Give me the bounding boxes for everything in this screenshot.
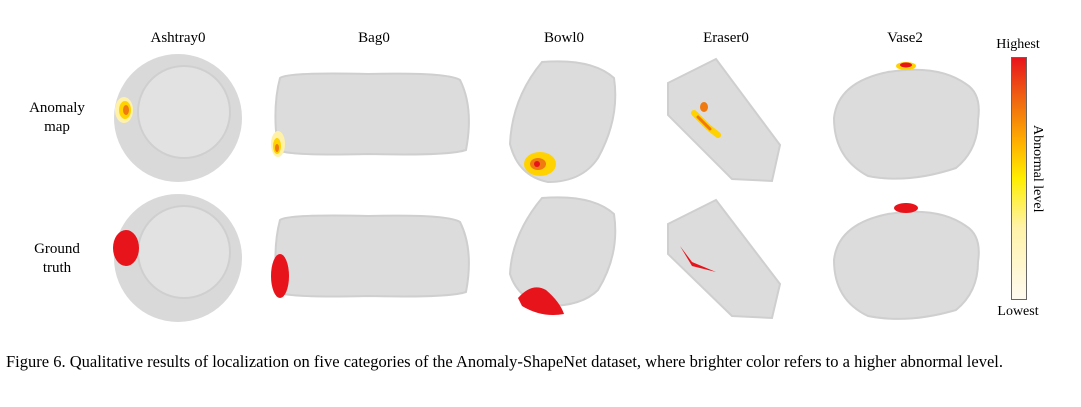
figure: Ashtray0 Bag0 Bowl0 Eraser0 Vase2 Anomal… <box>17 30 1045 322</box>
colorbar-top-label: Highest <box>996 37 1040 52</box>
colorbar-axis-label: Abnormal level <box>1030 125 1045 213</box>
row-label-line: Anomaly <box>29 100 85 116</box>
bag0-anomaly-map <box>271 72 470 157</box>
bag0-ground-truth <box>271 214 470 298</box>
figure-caption: Figure 6. Qualitative results of localiz… <box>6 352 1003 371</box>
bowl0-anomaly-map <box>508 60 617 184</box>
column-title-bowl0: Bowl0 <box>543 30 584 46</box>
row-label-line: Ground <box>34 241 80 257</box>
colorbar <box>1011 57 1027 300</box>
eraser0-ground-truth <box>667 198 782 320</box>
bowl0-ground-truth <box>508 196 617 315</box>
row-label-ground-truth: Ground truth <box>17 240 97 278</box>
vase2-ground-truth <box>832 203 980 320</box>
row-label-anomaly-map: Anomaly map <box>17 99 97 137</box>
colorbar-bottom-label: Lowest <box>997 304 1039 319</box>
eraser0-anomaly-map <box>667 57 782 183</box>
column-title-bag0: Bag0 <box>358 30 390 46</box>
column-title-eraser0: Eraser0 <box>703 30 749 46</box>
column-title-ashtray0: Ashtray0 <box>150 30 206 46</box>
ashtray0-anomaly-map <box>114 54 242 182</box>
row-label-line: truth <box>42 260 72 276</box>
row-label-line: map <box>44 119 70 135</box>
ashtray0-ground-truth <box>113 194 242 322</box>
column-title-vase2: Vase2 <box>887 30 923 46</box>
vase2-anomaly-map <box>832 62 980 180</box>
